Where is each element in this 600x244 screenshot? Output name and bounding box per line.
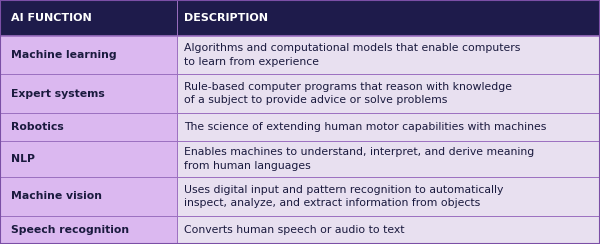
Bar — [177, 141, 600, 177]
Text: Machine learning: Machine learning — [11, 50, 116, 60]
Text: The science of extending human motor capabilities with machines: The science of extending human motor cap… — [184, 122, 547, 132]
Bar — [177, 216, 600, 244]
Text: NLP: NLP — [11, 154, 35, 164]
Bar — [0, 36, 177, 74]
Text: Enables machines to understand, interpret, and derive meaning
from human languag: Enables machines to understand, interpre… — [184, 147, 535, 171]
Bar — [0, 113, 177, 141]
Bar — [177, 177, 600, 216]
Bar — [0, 141, 177, 177]
Bar — [177, 74, 600, 113]
Text: AI FUNCTION: AI FUNCTION — [11, 13, 92, 23]
Text: DESCRIPTION: DESCRIPTION — [184, 13, 268, 23]
Bar — [177, 36, 600, 74]
Bar — [0, 74, 177, 113]
Text: Machine vision: Machine vision — [11, 192, 102, 202]
Text: Converts human speech or audio to text: Converts human speech or audio to text — [184, 225, 404, 235]
Bar — [177, 113, 600, 141]
Text: Uses digital input and pattern recognition to automatically
inspect, analyze, an: Uses digital input and pattern recogniti… — [184, 185, 503, 208]
Text: Speech recognition: Speech recognition — [11, 225, 129, 235]
Bar — [0, 177, 177, 216]
Text: Robotics: Robotics — [11, 122, 64, 132]
Bar — [0, 0, 600, 36]
Text: Rule-based computer programs that reason with knowledge
of a subject to provide : Rule-based computer programs that reason… — [184, 82, 512, 105]
Text: Expert systems: Expert systems — [11, 89, 104, 99]
Text: Algorithms and computational models that enable computers
to learn from experien: Algorithms and computational models that… — [184, 43, 521, 67]
Bar — [0, 216, 177, 244]
